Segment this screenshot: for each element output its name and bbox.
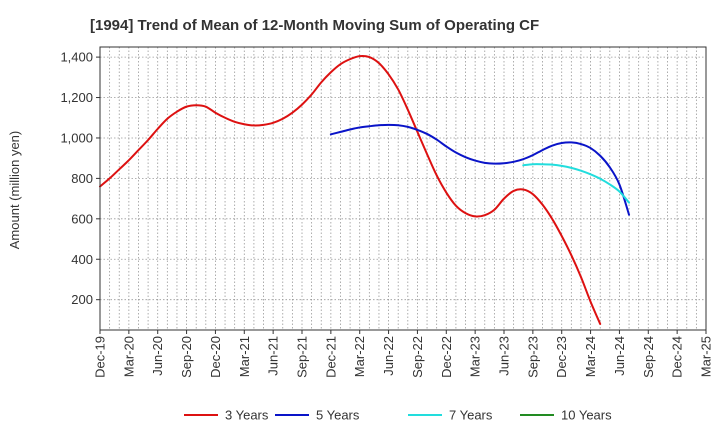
- y-tick-label: 1,200: [60, 90, 93, 105]
- x-tick-label: Dec-24: [670, 336, 685, 378]
- x-tick-label: Dec-23: [554, 336, 569, 378]
- series-line: [329, 123, 631, 216]
- legend-label: 7 Years: [449, 408, 493, 423]
- legend-label: 10 Years: [561, 408, 612, 423]
- legend-label: 3 Years: [225, 408, 269, 423]
- y-tick-label: 1,400: [60, 50, 93, 65]
- y-tick-label: 600: [71, 211, 93, 226]
- x-tick-label: Mar-22: [352, 336, 367, 377]
- x-tick-label: Dec-19: [93, 336, 108, 378]
- y-tick-label: 1,000: [60, 130, 93, 145]
- plot-area: [99, 46, 707, 331]
- series-lines: [99, 54, 631, 325]
- x-tick-label: Mar-21: [237, 336, 252, 377]
- x-tick-label: Dec-21: [323, 336, 338, 378]
- series-line: [99, 54, 602, 325]
- y-tick-label: 400: [71, 252, 93, 267]
- y-axis-ticks: 200 400 600 800 1,000 1,200 1,400: [60, 50, 100, 307]
- y-tick-label: 200: [71, 292, 93, 307]
- x-tick-label: Jun-22: [381, 336, 396, 376]
- x-tick-label: Sep-20: [179, 336, 194, 378]
- x-tick-label: Jun-23: [497, 336, 512, 376]
- x-tick-label: Mar-25: [699, 336, 714, 377]
- x-tick-label: Sep-21: [295, 336, 310, 378]
- x-tick-label: Mar-23: [468, 336, 483, 377]
- x-tick-label: Jun-24: [612, 336, 627, 376]
- x-tick-label: Sep-24: [641, 336, 656, 378]
- x-tick-label: Sep-22: [410, 336, 425, 378]
- legend-label: 5 Years: [316, 408, 360, 423]
- x-tick-label: Jun-20: [150, 336, 165, 376]
- x-tick-label: Mar-24: [583, 336, 598, 377]
- x-tick-label: Mar-20: [121, 336, 136, 377]
- x-axis-ticks: Dec-19 Mar-20 Jun-20 Sep-20 Dec-20 Mar-21 Jun-…: [93, 330, 714, 378]
- y-tick-label: 800: [71, 171, 93, 186]
- y-axis-label: Amount (million yen): [7, 131, 22, 250]
- x-tick-label: Jun-21: [266, 336, 281, 376]
- grid: [100, 47, 706, 330]
- x-tick-label: Dec-20: [208, 336, 223, 378]
- chart-title: [1994] Trend of Mean of 12-Month Moving …: [90, 17, 539, 34]
- legend: 3 Years 5 Years 7 Years 10 Years: [184, 408, 612, 423]
- x-tick-label: Dec-22: [439, 336, 454, 378]
- series-line: [522, 163, 631, 204]
- x-tick-label: Sep-23: [525, 336, 540, 378]
